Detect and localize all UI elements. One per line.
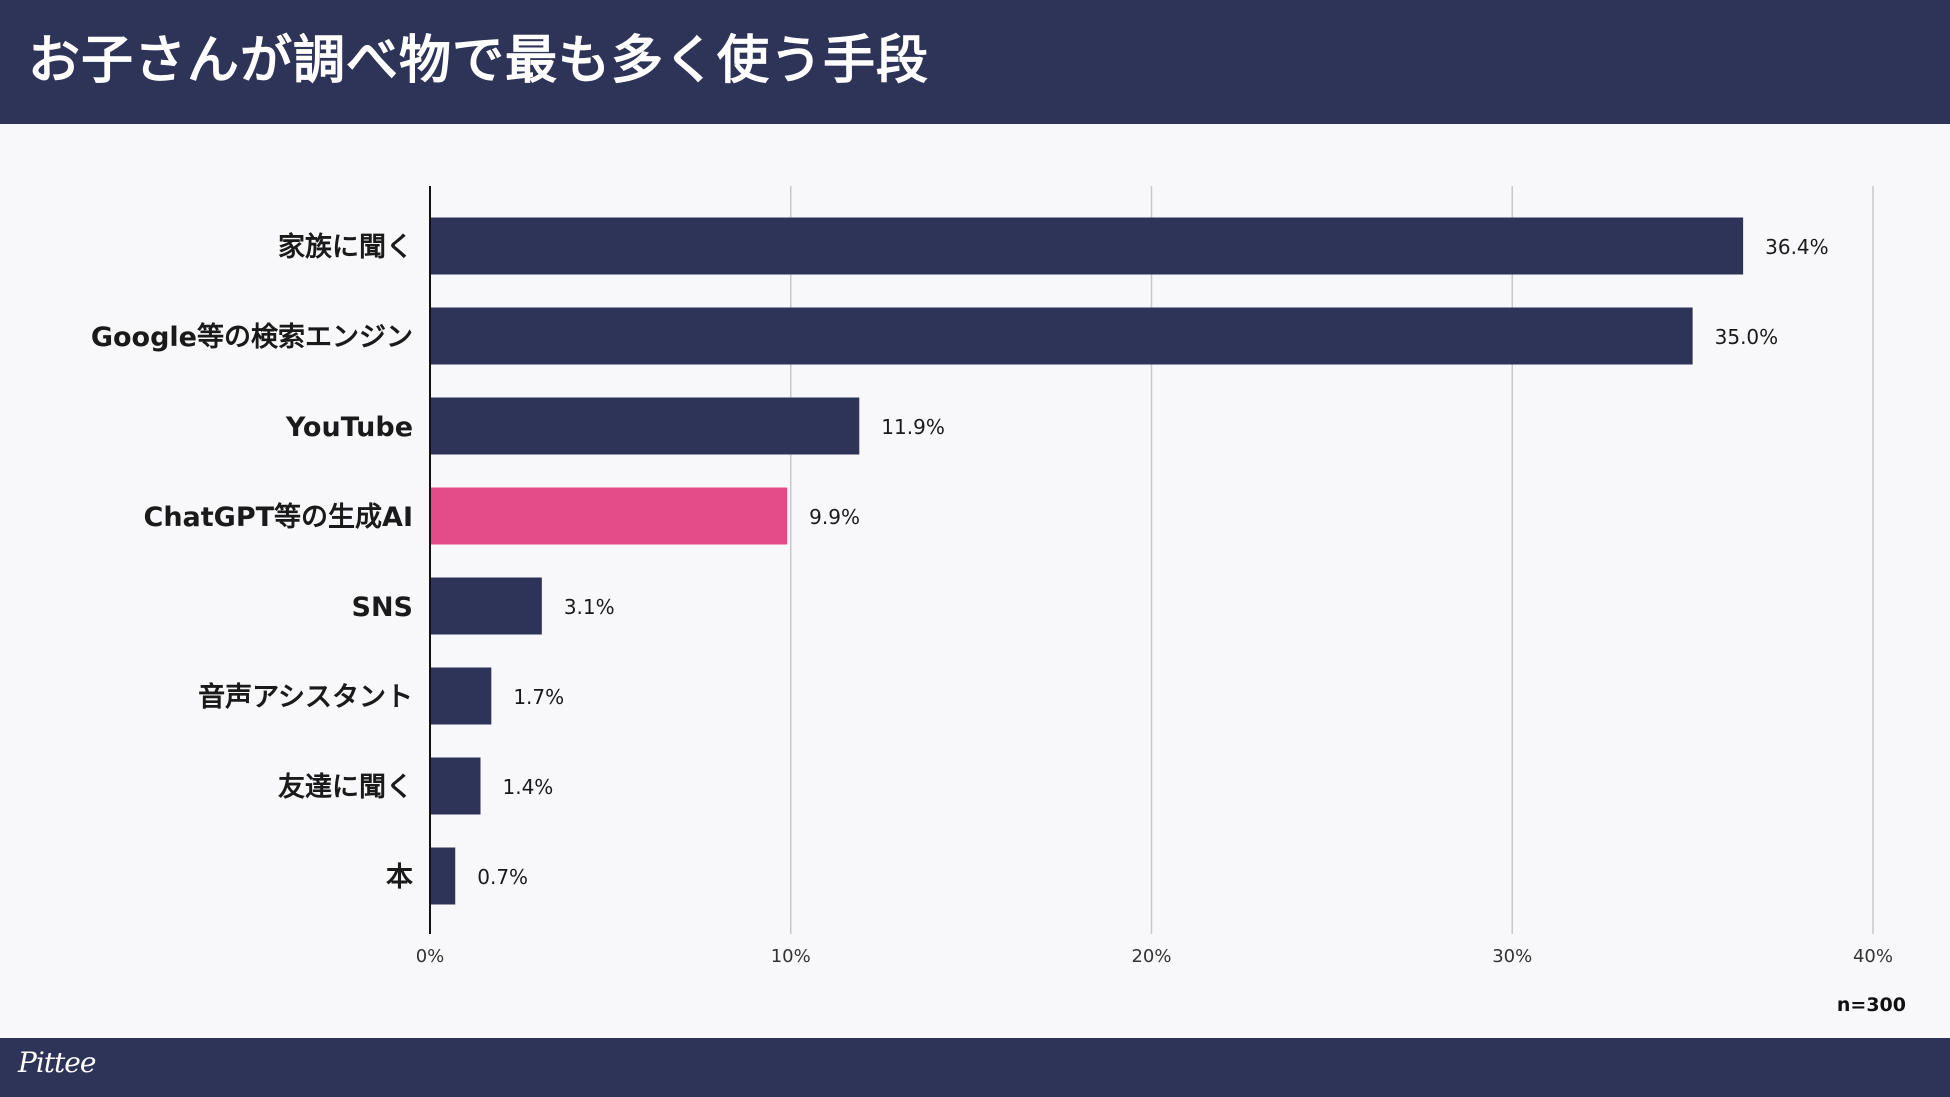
data-label: 36.4% — [1765, 235, 1829, 259]
bar — [430, 217, 1744, 275]
brand-logo: Pittee — [18, 1046, 96, 1079]
category-label: 音声アシスタント — [198, 681, 413, 713]
data-label: 11.9% — [881, 415, 945, 439]
x-tick-label: 40% — [1853, 946, 1893, 967]
category-label: 家族に聞く — [278, 231, 413, 263]
category-label: YouTube — [285, 412, 413, 443]
data-label: 0.7% — [477, 865, 528, 889]
data-label: 35.0% — [1715, 325, 1779, 349]
category-label: 本 — [386, 862, 413, 893]
bar-chart: 0% 10% 20% 30% 40% 家族に聞く 36.4% Google等の検索エンジン 35… — [91, 186, 1893, 967]
bar — [430, 757, 481, 815]
category-label: SNS — [352, 592, 414, 623]
x-tick-label: 10% — [771, 946, 811, 967]
x-tick-label: 30% — [1492, 946, 1532, 967]
category-label: 友達に聞く — [278, 772, 413, 803]
bar — [430, 847, 456, 905]
x-tick-label: 20% — [1131, 946, 1171, 967]
data-label: 1.7% — [513, 685, 564, 709]
data-label: 9.9% — [809, 505, 860, 529]
bar — [430, 577, 542, 635]
data-label: 1.4% — [503, 775, 554, 799]
bar — [430, 397, 860, 455]
footer-bar — [0, 1038, 1950, 1097]
header-bar: お子さんが調べ物で最も多く使う手段 — [0, 0, 1950, 124]
category-label: ChatGPT等の生成AI — [144, 501, 413, 533]
category-label: Google等の検索エンジン — [91, 321, 413, 353]
bar — [430, 667, 492, 725]
data-label: 3.1% — [564, 595, 615, 619]
page-title: お子さんが調べ物で最も多く使う手段 — [28, 31, 930, 91]
bar — [430, 307, 1693, 365]
bar — [430, 487, 788, 545]
sample-size-note: n=300 — [1836, 994, 1906, 1016]
x-tick-label: 0% — [416, 946, 445, 967]
